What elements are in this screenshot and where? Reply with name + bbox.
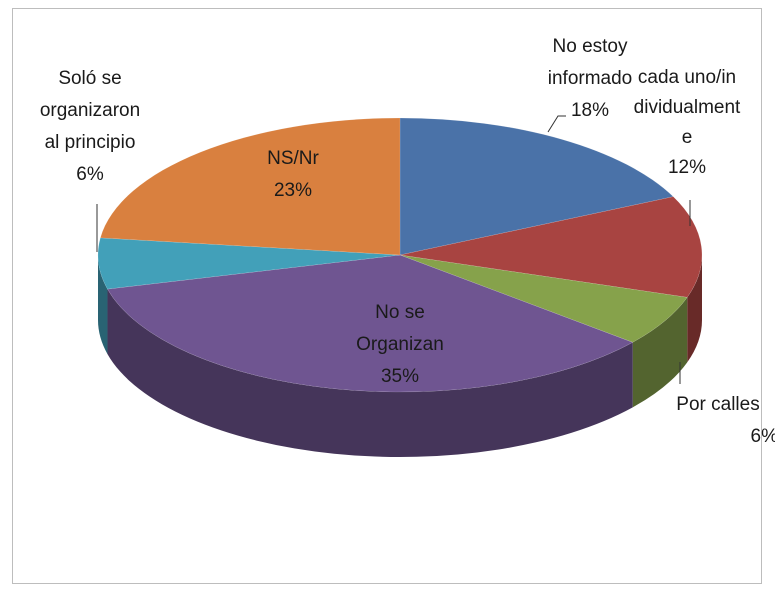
value-label: 18% [570, 100, 610, 121]
data-label: cada uno/individualmente 12% [633, 63, 741, 183]
slice-side [687, 255, 702, 363]
category-label: No estoy informado [547, 36, 633, 89]
category-label: NS/Nr [267, 148, 319, 169]
value-label: 12% [667, 157, 707, 178]
value-label: 35% [380, 366, 420, 387]
slice [399, 196, 703, 298]
chart-frame [12, 8, 762, 584]
slice-side [107, 289, 633, 457]
category-label: Por calles [676, 394, 760, 415]
slice [100, 117, 401, 256]
data-label: No se Organizan 35% [345, 297, 455, 393]
category-label: cada uno/individualmente [633, 67, 741, 148]
data-label: Soló se organizaron al principio 6% [30, 63, 150, 191]
data-label: NS/Nr 23% [248, 143, 338, 207]
value-label: 23% [273, 180, 313, 201]
slice-side [98, 255, 108, 355]
slice [399, 254, 688, 343]
slice [399, 117, 674, 256]
value-label: 6% [76, 164, 104, 185]
slice-side [632, 297, 688, 408]
data-label: Por calles 6% [658, 389, 775, 453]
value-label: 6% [750, 426, 775, 447]
slice [97, 237, 401, 290]
data-label: No estoy informado 18% [535, 31, 645, 127]
slice [107, 254, 634, 393]
category-label: Soló se organizaron al principio [39, 68, 141, 153]
leader-line [547, 115, 566, 133]
category-label: No se Organizan [356, 302, 444, 355]
